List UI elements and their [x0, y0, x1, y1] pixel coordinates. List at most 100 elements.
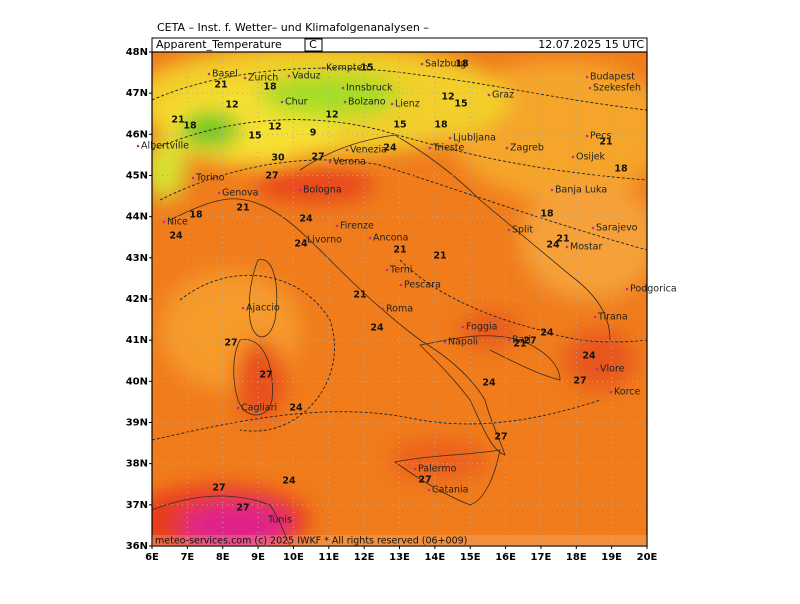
city-label: Szekesfeh	[593, 83, 641, 94]
city-label: Korce	[614, 387, 640, 398]
lat-label: 37N	[126, 500, 148, 511]
city-label: Podgorica	[630, 284, 677, 295]
city-label: Genova	[222, 188, 258, 199]
city-label: Banja Luka	[555, 185, 607, 196]
city-label: Mostar	[570, 242, 603, 253]
city-label: Cagliari	[241, 403, 277, 414]
contour-label: 24	[482, 378, 496, 389]
city-dot	[341, 86, 345, 90]
isotherm	[159, 159, 647, 251]
coast-adriatic	[299, 134, 611, 341]
city-dot	[399, 283, 403, 287]
lat-label: 47N	[126, 88, 148, 99]
city-dot	[565, 245, 569, 249]
temperature-shading	[152, 52, 647, 546]
contour-label: 15	[393, 120, 406, 131]
contour-label: 27	[494, 432, 507, 443]
datetime: 12.07.2025 15 UTC	[538, 38, 644, 51]
city-dot	[505, 146, 509, 150]
city-dot	[298, 188, 302, 192]
contour-label: 21	[214, 80, 227, 91]
contour-label: 27	[212, 483, 225, 494]
city-label: Graz	[492, 90, 514, 101]
lon-label: 17E	[531, 552, 552, 563]
city-dot	[413, 467, 417, 471]
city-dot	[302, 238, 306, 242]
city-label: Pescara	[404, 280, 441, 291]
city-label: Roma	[386, 304, 413, 315]
city-dot	[385, 268, 389, 272]
city-label: Terni	[389, 265, 412, 276]
city-dot	[162, 220, 166, 224]
lon-label: 11E	[318, 552, 339, 563]
city-dot	[243, 76, 247, 80]
lon-label: 6E	[145, 552, 159, 563]
contour-label: 21	[513, 339, 526, 350]
city-dot	[328, 160, 332, 164]
city-label: Osijek	[576, 152, 606, 163]
city-dot	[448, 136, 452, 140]
lat-label: 46N	[126, 129, 148, 140]
isotherm	[152, 119, 647, 181]
city-dot	[321, 66, 325, 70]
lat-label: 44N	[126, 212, 148, 223]
contour-label: 12	[268, 122, 281, 133]
city-dot	[368, 236, 372, 240]
city-label: Vaduz	[292, 71, 321, 82]
lon-label: 20E	[637, 552, 658, 563]
lon-label: 19E	[601, 552, 622, 563]
city-label: Bologna	[303, 185, 342, 196]
isotherm	[152, 399, 601, 441]
contour-label: 21	[236, 203, 249, 214]
contour-label: 15	[360, 63, 373, 74]
city-label: Tirana	[597, 312, 628, 323]
contour-label: 27	[523, 336, 536, 347]
contour-label: 24	[582, 351, 596, 362]
city-dot	[428, 146, 432, 150]
contour-label: 15	[248, 131, 261, 142]
contour-label: 24	[294, 239, 308, 250]
contour-label: 18	[434, 120, 448, 131]
city-dot	[591, 226, 595, 230]
city-dot	[217, 191, 221, 195]
city-dot	[507, 228, 511, 232]
city-dot	[595, 367, 599, 371]
city-dot	[550, 188, 554, 192]
city-label: Chur	[285, 97, 308, 108]
city-dot	[381, 307, 385, 311]
coast-africa	[152, 495, 291, 546]
isotherm	[152, 67, 647, 111]
contour-label: 18	[614, 164, 628, 175]
city-label: Basel	[212, 69, 238, 80]
contour-label: 18	[263, 82, 277, 93]
lat-label: 41N	[126, 335, 148, 346]
footer-band	[152, 535, 647, 546]
variable-name: Apparent_Temperature	[156, 38, 282, 51]
lon-label: 15E	[460, 552, 481, 563]
contour-label: 24	[383, 143, 397, 154]
city-dot	[390, 102, 394, 106]
lat-label: 48N	[126, 47, 148, 58]
lon-label: 8E	[216, 552, 230, 563]
city-label: Budapest	[590, 72, 635, 83]
city-dot	[571, 155, 575, 159]
city-dot	[191, 176, 195, 180]
contour-label: 27	[259, 370, 272, 381]
coast-sardinia	[233, 339, 273, 416]
footer: meteo-services.com (c) 2025 IWKF * All r…	[155, 536, 467, 547]
lat-label: 43N	[126, 253, 148, 264]
contour-label: 18	[540, 209, 554, 220]
city-dot	[420, 62, 424, 66]
city-dot	[207, 72, 211, 76]
city-dot	[345, 148, 349, 152]
contour-label: 27	[311, 152, 324, 163]
city-label: Catania	[432, 485, 468, 496]
contour-label: 24	[299, 214, 313, 225]
lon-label: 14E	[424, 552, 445, 563]
city-label: Venezia	[350, 145, 387, 156]
lat-label: 40N	[126, 376, 148, 387]
city-dot	[241, 306, 245, 310]
lat-label: 38N	[126, 459, 148, 470]
lat-label: 42N	[126, 294, 148, 305]
lat-label: 45N	[126, 171, 148, 182]
